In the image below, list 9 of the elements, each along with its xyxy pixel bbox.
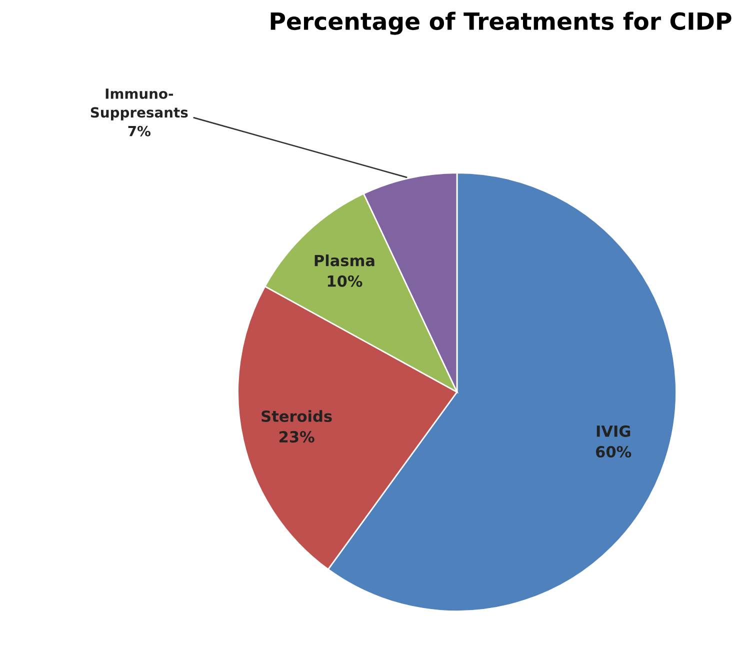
slice-label: IVIG: [596, 425, 630, 437]
slice-label: Immuno- Suppresants: [90, 88, 188, 120]
data-label: 60%: [596, 446, 632, 458]
data-label: 23%: [279, 431, 314, 443]
slice-label: Steroids: [262, 410, 332, 422]
data-label: 7%: [128, 126, 151, 136]
data-label: 10%: [328, 275, 362, 287]
chart-title: Percentage of Treatments for CIDP: [270, 12, 732, 35]
slice-label: Plasma: [314, 254, 374, 266]
